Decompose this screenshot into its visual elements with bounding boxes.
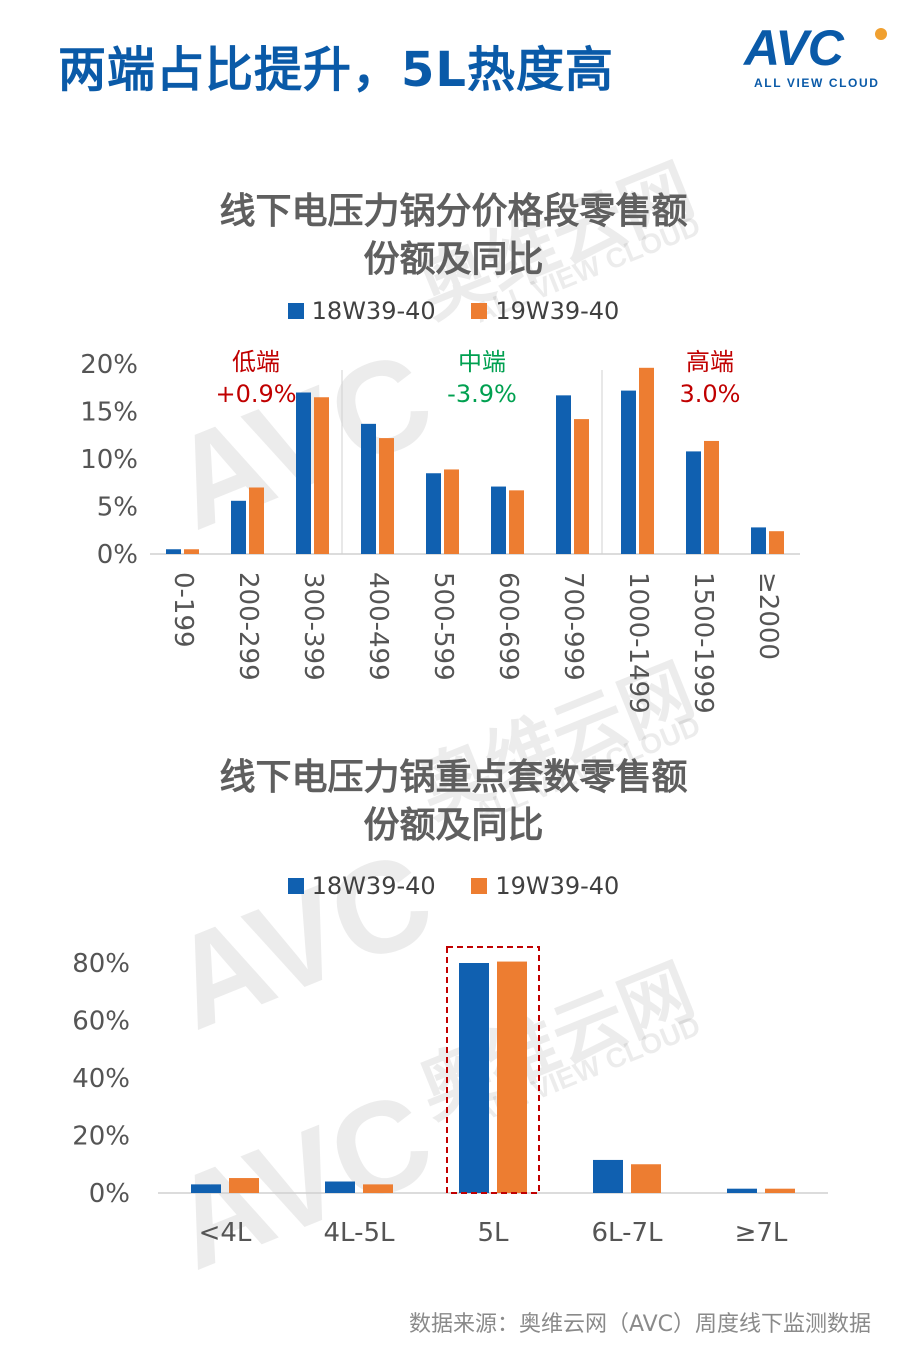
chart2-title: 线下电压力锅重点套数零售额 份额及同比 [0,754,907,850]
chart1-ytick-label: 0% [97,540,138,570]
chart1-legend-item-1: 18W39-40 [287,297,436,325]
chart1-bar-2 [704,440,719,554]
chart2-bar-1 [191,1184,221,1193]
chart1-bar-1 [426,473,441,554]
chart1-xtick-label: 400-499 [363,572,393,681]
chart2-legend-label-2: 19W39-40 [495,872,620,900]
logo-subtitle: ALL VIEW CLOUD [754,76,880,90]
avc-logo: AVC ALL VIEW CLOUD [744,18,894,94]
chart1-bar-2 [314,397,329,554]
chart2-bar-2 [363,1184,393,1193]
chart2-ytick-label: 20% [72,1122,130,1152]
chart1-bar-2 [574,419,589,554]
chart2-bar-2 [229,1178,259,1193]
chart1-annotation-change: +0.9% [215,380,296,408]
chart1-annotation-label: 中端 [458,348,506,376]
chart1-title: 线下电压力锅分价格段零售额 份额及同比 [0,188,907,284]
chart2-bar-1 [459,963,489,1193]
chart1-xtick-label: 200-299 [233,572,263,681]
chart2-bar-1 [325,1181,355,1193]
chart1-legend-swatch-1 [287,303,304,319]
chart1-plot: 0% 5% 10% 15% 20% 0-199 200-299 300-399 400-499 5… [80,348,800,714]
chart2-legend: 18W39-40 19W39-40 [0,872,907,900]
chart2-ytick-label: 80% [72,949,130,979]
chart1-xtick-label: 700-999 [558,572,588,681]
chart1-bar-2 [379,438,394,554]
chart2-xtick-label: 5L [477,1218,509,1248]
chart2-title-line1: 线下电压力锅重点套数零售额 [219,757,688,798]
chart1-bar-1 [686,451,701,554]
chart2-legend-label-1: 18W39-40 [311,872,436,900]
chart1-xtick-label: 0-199 [168,572,198,648]
chart1-annotation-change: 3.0% [680,380,741,408]
chart2-title-line2: 份额及同比 [363,805,544,846]
data-source-note: 数据来源：奥维云网（AVC）周度线下监测数据 [408,1312,871,1337]
chart1-legend-swatch-2 [471,303,488,319]
chart1-title-line1: 线下电压力锅分价格段零售额 [219,191,688,232]
chart1-bar-1 [296,392,311,554]
chart1-bar-1 [751,527,766,554]
chart1-bar-1 [491,486,506,554]
chart2-legend-item-2: 19W39-40 [471,872,619,900]
chart1-bar-2 [639,367,654,554]
chart1-bar-2 [249,487,264,554]
logo-dot-icon [875,28,887,40]
chart1-ytick-label: 5% [97,493,138,523]
chart2-bar-2 [497,961,527,1193]
chart1-xtick-label: 600-699 [493,572,523,681]
chart1-bar-2 [509,490,524,554]
chart1-xtick-label: 500-599 [428,572,458,681]
chart1-ytick-label: 15% [80,398,138,428]
chart1-legend-item-2: 19W39-40 [471,297,619,325]
chart1-legend: 18W39-40 19W39-40 [0,297,907,325]
chart1-bar-1 [556,395,571,554]
chart1-ytick-label: 10% [80,445,138,475]
chart2-highlight-box [446,946,540,1194]
chart1-bar-1 [361,423,376,554]
chart2-legend-swatch-2 [471,878,488,894]
chart1-legend-label-2: 19W39-40 [495,297,620,325]
chart2-ytick-label: 40% [72,1064,130,1094]
chart2-xtick-label: 4L-5L [324,1218,395,1248]
chart2-bar-2 [765,1188,795,1193]
chart2-ytick-label: 0% [89,1179,130,1209]
chart1-title-line2: 份额及同比 [363,239,544,280]
logo-text: AVC [744,20,844,76]
chart1-annotation-change: -3.9% [447,380,517,408]
chart2-legend-item-1: 18W39-40 [287,872,436,900]
chart2-bar-2 [631,1164,661,1193]
chart1-bar-2 [184,549,199,554]
chart2-xtick-label: 6L-7L [592,1218,663,1248]
chart2-xtick-label: <4L [199,1218,252,1248]
chart1-bar-1 [621,390,636,554]
chart2-plot: 0% 20% 40% 60% 80% <4L 4L-5L 5L 6L-7L ≥7L [72,946,828,1248]
chart1-bar-1 [231,500,246,554]
chart1-xtick-label: 1000-1499 [623,572,653,714]
chart1-annotation-label: 低端 [232,348,280,376]
chart1-annotation-label: 高端 [686,348,734,376]
chart1-legend-label-1: 18W39-40 [311,297,436,325]
chart2-ytick-label: 60% [72,1007,130,1037]
chart2-xtick-label: ≥7L [735,1218,788,1248]
chart1-xtick-label: ≥2000 [753,572,783,660]
page-title: 两端占比提升，5L热度高 [58,42,614,98]
chart1-xtick-label: 300-399 [298,572,328,681]
chart2-bar-1 [727,1188,757,1193]
chart1-ytick-label: 20% [80,350,138,380]
chart2-legend-swatch-1 [287,878,304,894]
chart1-bar-2 [769,531,784,554]
chart1-xtick-label: 1500-1999 [688,572,718,714]
chart2-bar-1 [593,1159,623,1193]
chart1-bar-1 [166,549,181,554]
chart1-bar-2 [444,469,459,554]
